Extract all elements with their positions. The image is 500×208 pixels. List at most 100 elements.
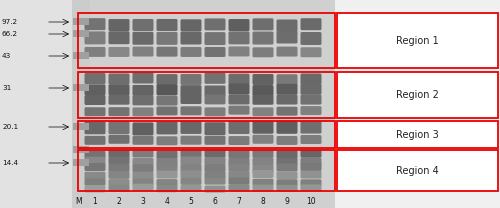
FancyBboxPatch shape	[276, 31, 297, 43]
FancyBboxPatch shape	[228, 178, 250, 184]
Bar	[73, 30, 89, 37]
Text: Region 2: Region 2	[396, 90, 439, 100]
FancyBboxPatch shape	[300, 171, 322, 178]
FancyBboxPatch shape	[132, 73, 154, 83]
FancyBboxPatch shape	[84, 151, 105, 159]
FancyBboxPatch shape	[204, 122, 226, 135]
Text: Region 4: Region 4	[396, 166, 439, 176]
FancyBboxPatch shape	[300, 18, 322, 30]
Bar	[73, 159, 89, 166]
FancyBboxPatch shape	[204, 186, 226, 192]
FancyBboxPatch shape	[156, 179, 178, 186]
Bar	[78, 121, 335, 148]
Bar	[337, 72, 498, 118]
Bar	[73, 84, 89, 91]
FancyBboxPatch shape	[84, 172, 105, 180]
FancyBboxPatch shape	[156, 158, 178, 166]
FancyBboxPatch shape	[132, 107, 154, 116]
FancyBboxPatch shape	[156, 171, 178, 178]
Text: 10: 10	[306, 198, 316, 207]
FancyBboxPatch shape	[108, 95, 130, 105]
FancyBboxPatch shape	[300, 84, 322, 95]
FancyBboxPatch shape	[300, 179, 322, 186]
FancyBboxPatch shape	[300, 95, 322, 105]
FancyBboxPatch shape	[180, 74, 202, 85]
FancyBboxPatch shape	[180, 47, 202, 57]
FancyBboxPatch shape	[132, 85, 154, 96]
FancyBboxPatch shape	[108, 19, 130, 31]
FancyBboxPatch shape	[300, 32, 322, 45]
FancyBboxPatch shape	[108, 31, 130, 44]
FancyBboxPatch shape	[276, 95, 297, 105]
FancyBboxPatch shape	[252, 74, 274, 85]
FancyBboxPatch shape	[180, 19, 202, 31]
FancyBboxPatch shape	[300, 150, 322, 158]
FancyBboxPatch shape	[252, 170, 274, 178]
Bar	[78, 72, 335, 118]
FancyBboxPatch shape	[108, 164, 130, 172]
FancyBboxPatch shape	[276, 136, 297, 145]
FancyBboxPatch shape	[276, 163, 297, 171]
FancyBboxPatch shape	[300, 184, 322, 191]
FancyBboxPatch shape	[180, 121, 202, 134]
FancyBboxPatch shape	[156, 121, 178, 134]
FancyBboxPatch shape	[132, 164, 154, 172]
FancyBboxPatch shape	[84, 95, 105, 105]
FancyBboxPatch shape	[156, 136, 178, 145]
FancyBboxPatch shape	[276, 171, 297, 179]
FancyBboxPatch shape	[108, 185, 130, 192]
FancyBboxPatch shape	[252, 121, 274, 134]
FancyBboxPatch shape	[156, 185, 178, 192]
FancyBboxPatch shape	[180, 136, 202, 145]
FancyBboxPatch shape	[276, 158, 297, 166]
FancyBboxPatch shape	[252, 184, 274, 192]
FancyBboxPatch shape	[204, 136, 226, 145]
FancyBboxPatch shape	[204, 171, 226, 179]
FancyBboxPatch shape	[108, 150, 130, 158]
FancyBboxPatch shape	[228, 163, 250, 172]
FancyBboxPatch shape	[156, 164, 178, 172]
FancyBboxPatch shape	[204, 149, 226, 157]
FancyBboxPatch shape	[108, 47, 130, 57]
Text: 66.2: 66.2	[2, 31, 18, 37]
FancyBboxPatch shape	[276, 121, 297, 134]
FancyBboxPatch shape	[84, 107, 105, 116]
FancyBboxPatch shape	[180, 178, 202, 185]
FancyBboxPatch shape	[228, 121, 250, 134]
FancyBboxPatch shape	[132, 136, 154, 145]
Bar	[0, 0, 78, 208]
Text: 7: 7	[236, 198, 242, 207]
FancyBboxPatch shape	[276, 179, 297, 186]
FancyBboxPatch shape	[300, 47, 322, 57]
Text: 2: 2	[116, 198, 121, 207]
FancyBboxPatch shape	[132, 178, 154, 186]
Bar	[73, 123, 89, 130]
FancyBboxPatch shape	[180, 85, 202, 96]
FancyBboxPatch shape	[252, 150, 274, 158]
FancyBboxPatch shape	[180, 164, 202, 172]
Text: 4: 4	[164, 198, 170, 207]
FancyBboxPatch shape	[300, 135, 322, 144]
FancyBboxPatch shape	[156, 74, 178, 85]
FancyBboxPatch shape	[84, 31, 105, 44]
FancyBboxPatch shape	[156, 19, 178, 31]
FancyBboxPatch shape	[156, 95, 178, 105]
FancyBboxPatch shape	[204, 85, 226, 97]
FancyBboxPatch shape	[108, 179, 130, 186]
FancyBboxPatch shape	[156, 32, 178, 45]
Bar	[335, 0, 500, 208]
FancyBboxPatch shape	[84, 163, 105, 171]
Bar	[73, 146, 89, 153]
FancyBboxPatch shape	[108, 171, 130, 179]
FancyBboxPatch shape	[156, 47, 178, 57]
Bar	[337, 121, 498, 148]
FancyBboxPatch shape	[276, 107, 297, 116]
Bar	[78, 150, 335, 191]
FancyBboxPatch shape	[84, 47, 105, 57]
FancyBboxPatch shape	[300, 163, 322, 171]
FancyBboxPatch shape	[276, 20, 297, 31]
FancyBboxPatch shape	[276, 47, 297, 57]
FancyBboxPatch shape	[84, 73, 105, 84]
FancyBboxPatch shape	[156, 84, 178, 95]
FancyBboxPatch shape	[276, 185, 297, 192]
